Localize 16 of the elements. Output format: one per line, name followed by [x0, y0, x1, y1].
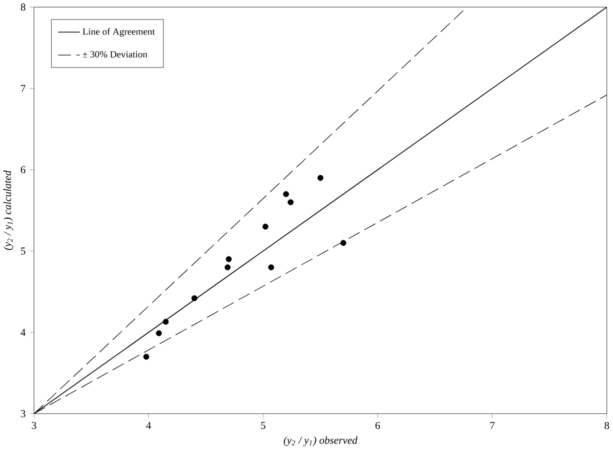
- x-tick-label: 7: [490, 422, 495, 430]
- y-tick-label: 5: [21, 248, 26, 255]
- x-tick-label: 8: [604, 422, 610, 430]
- x-axis-title: (y$_{2}$ / y$_{1}$) observed: [284, 436, 358, 446]
- y-tick-label: 8: [20, 4, 26, 11]
- x-tick-label: 6: [375, 422, 380, 430]
- x-tick-label: 3: [32, 422, 36, 430]
- y-tick-label: 4: [20, 329, 26, 336]
- x-tick-label: 5: [261, 422, 266, 430]
- y-axis-title: (y$_{2}$ / y$_{1}$) calculated: [4, 170, 14, 250]
- legend-label: ± 30% Deviation: [82, 51, 148, 58]
- legend-label: Line of Agreement: [82, 28, 155, 37]
- y-tick-label: 6: [20, 166, 26, 174]
- y-tick-label: 7: [21, 85, 26, 92]
- x-tick-label: 4: [146, 422, 152, 430]
- y-tick-label: 3: [20, 410, 26, 418]
